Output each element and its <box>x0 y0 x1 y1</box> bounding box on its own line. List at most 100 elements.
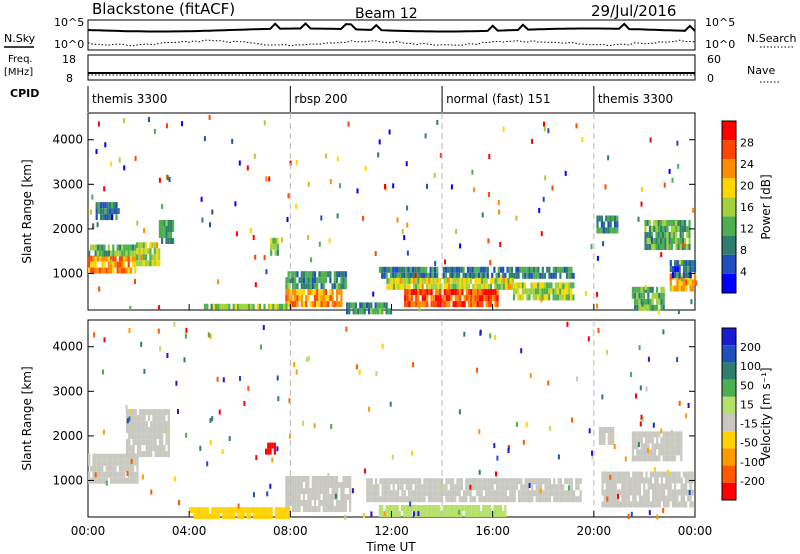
data-cell <box>655 226 658 232</box>
data-cell <box>163 415 166 422</box>
cpid-segment-label: themis 3300 <box>598 92 673 106</box>
data-cell <box>431 511 434 517</box>
data-cell <box>676 272 679 279</box>
data-cell <box>392 496 395 503</box>
data-cell <box>185 327 188 333</box>
data-cell <box>291 283 295 290</box>
data-cell <box>94 465 97 472</box>
data-cell <box>101 267 104 274</box>
data-cell <box>150 445 153 452</box>
data-cell <box>647 501 650 508</box>
data-cell <box>394 478 397 485</box>
data-cell <box>651 437 654 444</box>
data-cell <box>432 301 435 308</box>
data-cell <box>129 305 132 311</box>
data-cell <box>669 279 672 286</box>
data-cell <box>443 283 446 290</box>
data-cell <box>645 455 648 462</box>
data-cell <box>513 272 516 279</box>
data-cell <box>296 283 299 290</box>
data-cell <box>438 511 441 517</box>
data-cell <box>202 507 205 514</box>
data-cell <box>335 500 339 506</box>
data-cell <box>654 471 657 478</box>
data-cell <box>477 272 481 279</box>
data-cell <box>150 427 153 434</box>
data-cell <box>652 501 655 508</box>
data-cell <box>285 476 288 482</box>
data-cell <box>389 266 393 273</box>
data-cell <box>296 271 299 278</box>
data-cell <box>414 272 417 278</box>
data-cell <box>411 450 414 456</box>
data-cell <box>542 196 545 202</box>
data-cell <box>129 471 132 478</box>
data-cell <box>531 484 534 491</box>
data-cell <box>655 232 658 238</box>
data-cell <box>145 433 148 440</box>
noise-left-top-tick: 10^5 <box>54 16 84 29</box>
data-cell <box>481 212 484 218</box>
data-cell <box>471 478 474 485</box>
data-cell <box>454 490 457 497</box>
data-cell <box>575 478 578 485</box>
data-cell <box>571 417 573 423</box>
data-cell <box>647 443 650 450</box>
data-cell <box>128 427 131 434</box>
data-cell <box>132 261 135 268</box>
data-cell <box>522 439 525 445</box>
data-cell <box>139 445 142 452</box>
data-cell <box>526 490 529 497</box>
data-cell <box>112 453 115 460</box>
data-cell <box>410 490 413 497</box>
data-cell <box>348 308 351 315</box>
data-cell <box>398 511 401 517</box>
data-cell <box>544 175 547 181</box>
data-cell <box>419 484 422 491</box>
data-cell <box>693 273 697 280</box>
data-cell <box>627 495 630 502</box>
data-cell <box>448 277 451 284</box>
data-cell <box>498 490 501 497</box>
data-cell <box>172 238 175 244</box>
data-cell <box>433 266 437 273</box>
data-cell <box>393 277 396 284</box>
data-cell <box>448 295 451 302</box>
data-cell <box>212 303 215 310</box>
data-cell <box>365 302 368 309</box>
data-cell <box>659 226 662 232</box>
data-cell <box>627 514 630 519</box>
data-cell <box>231 507 234 514</box>
data-cell <box>670 226 673 232</box>
data-cell <box>429 511 432 517</box>
data-cell <box>161 232 164 238</box>
data-cell <box>467 283 470 290</box>
data-cell <box>416 266 419 273</box>
data-cell <box>352 302 355 309</box>
data-cell <box>689 501 692 508</box>
data-cell <box>647 292 650 299</box>
data-cell <box>570 490 573 497</box>
data-cell <box>388 478 391 485</box>
data-cell <box>383 266 386 273</box>
data-cell <box>434 283 437 290</box>
data-cell <box>165 232 168 238</box>
data-cell <box>346 482 350 488</box>
data-cell <box>129 465 132 472</box>
data-cell <box>127 465 130 472</box>
data-cell <box>639 385 642 391</box>
data-cell <box>551 490 554 497</box>
data-cell <box>502 484 505 491</box>
data-cell <box>674 483 677 490</box>
data-cell <box>649 449 652 456</box>
data-cell <box>504 505 507 511</box>
data-cell <box>660 489 663 496</box>
data-cell <box>666 244 669 250</box>
data-cell <box>678 431 681 438</box>
data-cell <box>99 477 102 484</box>
data-cell <box>647 448 649 453</box>
data-cell <box>498 283 501 290</box>
data-cell <box>425 505 428 511</box>
data-cell <box>333 482 336 488</box>
data-cell <box>674 495 677 502</box>
